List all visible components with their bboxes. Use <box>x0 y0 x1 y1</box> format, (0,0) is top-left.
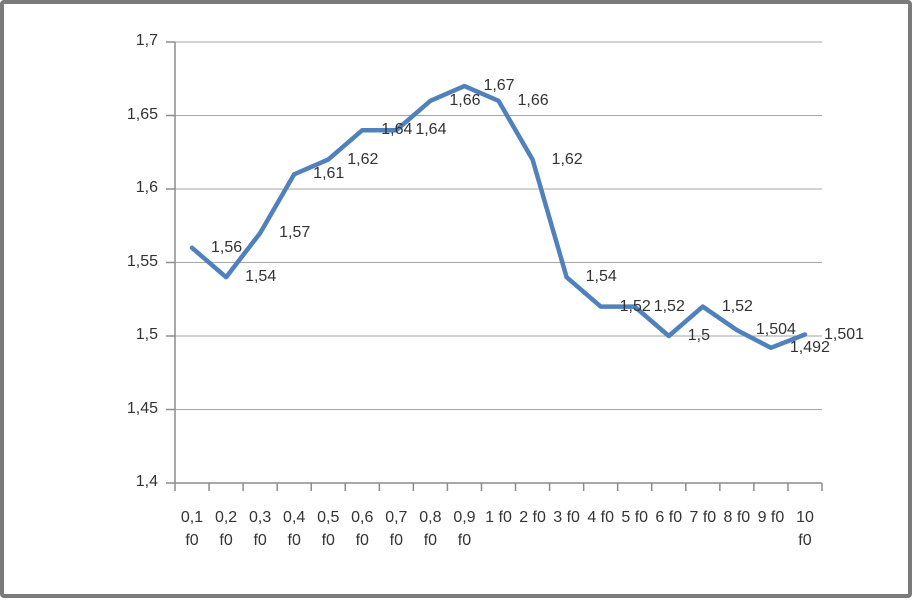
axes-group <box>166 41 823 491</box>
data-series-line <box>189 83 808 351</box>
series-group <box>189 83 808 351</box>
gridlines-group <box>175 41 822 410</box>
line-chart-canvas <box>166 41 823 491</box>
